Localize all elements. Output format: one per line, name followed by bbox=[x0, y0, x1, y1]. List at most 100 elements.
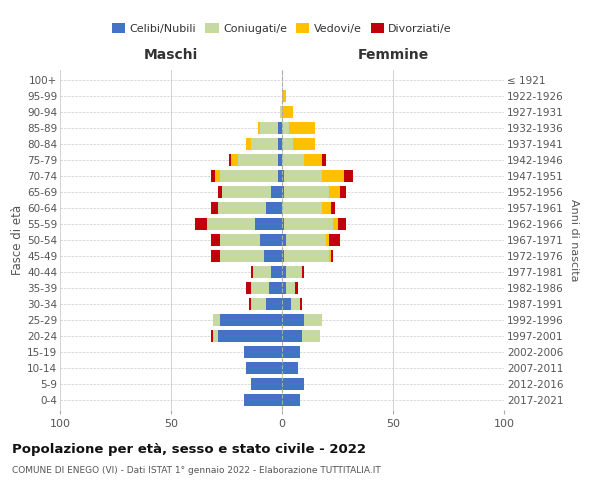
Bar bbox=[278, 138, 282, 150]
Bar bbox=[291, 298, 300, 310]
Bar bbox=[329, 234, 340, 246]
Bar bbox=[264, 250, 282, 262]
Bar bbox=[302, 266, 304, 278]
Bar bbox=[213, 314, 220, 326]
Bar bbox=[196, 218, 206, 230]
Bar bbox=[213, 330, 218, 342]
Bar bbox=[282, 250, 284, 262]
Bar bbox=[251, 378, 282, 390]
Bar bbox=[222, 186, 271, 198]
Bar bbox=[329, 186, 340, 198]
Bar bbox=[322, 202, 331, 214]
Bar bbox=[271, 266, 282, 278]
Bar bbox=[220, 250, 264, 262]
Bar bbox=[271, 186, 282, 198]
Bar bbox=[218, 202, 266, 214]
Bar bbox=[282, 282, 286, 294]
Bar bbox=[256, 218, 282, 230]
Bar bbox=[282, 170, 284, 182]
Bar bbox=[282, 122, 289, 134]
Bar bbox=[286, 234, 326, 246]
Y-axis label: Anni di nascita: Anni di nascita bbox=[569, 198, 579, 281]
Bar bbox=[278, 154, 282, 166]
Bar bbox=[269, 282, 282, 294]
Bar bbox=[302, 330, 320, 342]
Bar bbox=[218, 186, 222, 198]
Bar bbox=[215, 170, 220, 182]
Bar bbox=[251, 138, 278, 150]
Bar bbox=[211, 234, 220, 246]
Bar bbox=[211, 330, 213, 342]
Bar bbox=[322, 154, 326, 166]
Text: COMUNE DI ENEGO (VI) - Dati ISTAT 1° gennaio 2022 - Elaborazione TUTTITALIA.IT: COMUNE DI ENEGO (VI) - Dati ISTAT 1° gen… bbox=[12, 466, 381, 475]
Bar bbox=[329, 250, 331, 262]
Bar bbox=[238, 154, 278, 166]
Bar bbox=[251, 298, 266, 310]
Bar bbox=[331, 250, 333, 262]
Bar bbox=[257, 122, 260, 134]
Bar bbox=[293, 138, 316, 150]
Bar bbox=[260, 122, 278, 134]
Bar bbox=[206, 218, 256, 230]
Legend: Celibi/Nubili, Coniugati/e, Vedovi/e, Divorziati/e: Celibi/Nubili, Coniugati/e, Vedovi/e, Di… bbox=[110, 21, 454, 36]
Bar bbox=[282, 218, 284, 230]
Bar bbox=[211, 202, 218, 214]
Bar bbox=[322, 170, 344, 182]
Bar bbox=[260, 234, 282, 246]
Bar bbox=[282, 266, 286, 278]
Bar bbox=[247, 362, 282, 374]
Bar bbox=[282, 138, 293, 150]
Bar bbox=[282, 106, 293, 118]
Bar bbox=[211, 250, 220, 262]
Bar bbox=[231, 154, 238, 166]
Bar bbox=[284, 218, 333, 230]
Bar bbox=[284, 250, 329, 262]
Bar bbox=[282, 202, 322, 214]
Bar bbox=[211, 170, 215, 182]
Bar bbox=[251, 266, 253, 278]
Bar bbox=[340, 186, 346, 198]
Bar bbox=[278, 122, 282, 134]
Bar bbox=[220, 314, 282, 326]
Bar bbox=[286, 266, 302, 278]
Bar bbox=[251, 282, 269, 294]
Bar bbox=[253, 266, 271, 278]
Bar bbox=[282, 330, 302, 342]
Bar bbox=[244, 346, 282, 358]
Bar bbox=[344, 170, 353, 182]
Y-axis label: Fasce di età: Fasce di età bbox=[11, 205, 24, 275]
Bar bbox=[295, 282, 298, 294]
Text: Popolazione per età, sesso e stato civile - 2022: Popolazione per età, sesso e stato civil… bbox=[12, 442, 366, 456]
Bar bbox=[247, 138, 251, 150]
Bar bbox=[247, 282, 251, 294]
Text: Maschi: Maschi bbox=[144, 48, 198, 62]
Bar bbox=[284, 186, 329, 198]
Bar bbox=[337, 218, 346, 230]
Bar bbox=[304, 154, 322, 166]
Bar bbox=[220, 234, 260, 246]
Bar bbox=[282, 298, 291, 310]
Bar bbox=[229, 154, 231, 166]
Bar bbox=[266, 202, 282, 214]
Bar bbox=[282, 186, 284, 198]
Bar bbox=[249, 298, 251, 310]
Bar bbox=[280, 106, 282, 118]
Bar bbox=[244, 394, 282, 406]
Bar bbox=[218, 330, 282, 342]
Bar bbox=[282, 378, 304, 390]
Bar bbox=[282, 90, 286, 102]
Bar bbox=[300, 298, 302, 310]
Bar bbox=[282, 346, 300, 358]
Bar bbox=[326, 234, 329, 246]
Bar bbox=[282, 394, 300, 406]
Text: Femmine: Femmine bbox=[358, 48, 428, 62]
Bar bbox=[304, 314, 322, 326]
Bar bbox=[220, 170, 278, 182]
Bar bbox=[282, 234, 286, 246]
Bar bbox=[278, 170, 282, 182]
Bar bbox=[333, 218, 337, 230]
Bar bbox=[284, 170, 322, 182]
Bar bbox=[286, 282, 295, 294]
Bar bbox=[282, 154, 304, 166]
Bar bbox=[282, 362, 298, 374]
